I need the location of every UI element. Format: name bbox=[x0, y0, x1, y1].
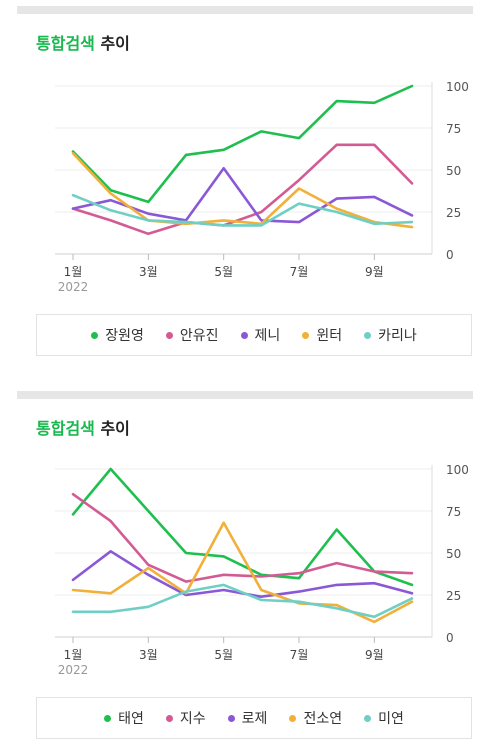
x-tick-label: 7월 bbox=[290, 648, 309, 662]
y-tick-label: 0 bbox=[446, 248, 454, 262]
y-tick-label: 25 bbox=[446, 589, 461, 603]
x-tick-label: 5월 bbox=[214, 648, 233, 662]
x-tick-label: 1월 bbox=[64, 648, 83, 662]
chart-legend: 장원영 안유진 제니 윈터 카리나 bbox=[36, 314, 472, 356]
chart-legend: 태연 지수 로제 전소연 미연 bbox=[36, 697, 472, 739]
legend-label: 미연 bbox=[378, 711, 404, 727]
legend-item: 윈터 bbox=[302, 325, 342, 345]
x-tick-label: 9월 bbox=[365, 648, 384, 662]
x-tick-label: 3월 bbox=[139, 648, 158, 662]
x-year-label: 2022 bbox=[58, 280, 89, 294]
chart-title: 통합검색 추이 bbox=[36, 30, 130, 54]
x-tick-label: 3월 bbox=[139, 265, 158, 279]
series-line-1 bbox=[71, 467, 414, 587]
legend-label: 태연 bbox=[118, 711, 144, 727]
series-line-5 bbox=[71, 193, 414, 227]
legend-item: 카리나 bbox=[364, 325, 417, 345]
series-line-2 bbox=[71, 143, 414, 236]
legend-item: 로제 bbox=[227, 708, 268, 728]
series-line-5 bbox=[71, 583, 414, 619]
y-tick-label: 50 bbox=[446, 547, 461, 561]
legend-dot-icon bbox=[104, 714, 112, 722]
y-tick-label: 25 bbox=[446, 206, 461, 220]
legend-label: 안유진 bbox=[179, 328, 219, 344]
legend-item: 전소연 bbox=[289, 708, 342, 728]
legend-dot-icon bbox=[289, 714, 297, 722]
legend-item: 미연 bbox=[364, 708, 404, 728]
y-tick-label: 100 bbox=[446, 463, 469, 477]
title-rest: 추이 bbox=[94, 34, 130, 53]
legend-item: 장원영 bbox=[91, 325, 144, 345]
series-line-1 bbox=[71, 84, 414, 204]
title-highlight: 통합검색 bbox=[36, 34, 95, 53]
chart-panel-1: 통합검색 추이 0 25 50 75 100 1월 3월 5월 7월 9월 2022 장원영 안유진 제… bbox=[0, 0, 480, 360]
x-tick-label: 1월 bbox=[64, 265, 83, 279]
legend-label: 윈터 bbox=[316, 328, 343, 344]
chart-panel-2: 통합검색 추이 0 25 50 75 100 1월 3월 5월 7월 9월 2022 태연 지수 로제 전… bbox=[0, 385, 480, 745]
x-tick-label: 5월 bbox=[214, 265, 233, 279]
legend-dot-icon bbox=[91, 331, 99, 339]
section-divider bbox=[17, 391, 473, 399]
y-tick-label: 0 bbox=[446, 631, 454, 645]
legend-item: 안유진 bbox=[165, 325, 219, 345]
series-line-4 bbox=[71, 151, 414, 229]
legend-dot-icon bbox=[364, 331, 372, 339]
legend-dot-icon bbox=[165, 714, 173, 722]
legend-dot-icon bbox=[364, 714, 372, 722]
legend-label: 장원영 bbox=[105, 328, 144, 344]
line-chart: 0 25 50 75 100 1월 3월 5월 7월 9월 2022 bbox=[55, 80, 469, 294]
x-tick-label: 9월 bbox=[365, 265, 384, 279]
legend-dot-icon bbox=[240, 331, 248, 339]
y-tick-label: 50 bbox=[446, 164, 461, 178]
legend-dot-icon bbox=[302, 331, 310, 339]
legend-item: 제니 bbox=[240, 325, 281, 345]
y-tick-label: 75 bbox=[446, 122, 461, 136]
legend-item: 지수 bbox=[165, 708, 206, 728]
chart-title: 통합검색 추이 bbox=[36, 415, 130, 439]
x-tick-label: 7월 bbox=[290, 265, 309, 279]
top-divider bbox=[17, 6, 473, 14]
legend-label: 전소연 bbox=[303, 711, 343, 727]
legend-label: 지수 bbox=[179, 711, 206, 727]
x-year-label: 2022 bbox=[58, 663, 89, 677]
legend-dot-icon bbox=[165, 331, 173, 339]
legend-label: 로제 bbox=[241, 711, 268, 727]
legend-label: 카리나 bbox=[378, 328, 417, 344]
series-line-2 bbox=[71, 492, 414, 583]
title-rest: 추이 bbox=[94, 419, 130, 438]
legend-label: 제니 bbox=[254, 328, 281, 344]
title-highlight: 통합검색 bbox=[36, 419, 95, 438]
y-tick-label: 100 bbox=[446, 80, 469, 94]
y-tick-label: 75 bbox=[446, 505, 461, 519]
legend-dot-icon bbox=[227, 714, 235, 722]
line-chart: 0 25 50 75 100 1월 3월 5월 7월 9월 2022 bbox=[55, 463, 469, 677]
legend-item: 태연 bbox=[104, 708, 144, 728]
